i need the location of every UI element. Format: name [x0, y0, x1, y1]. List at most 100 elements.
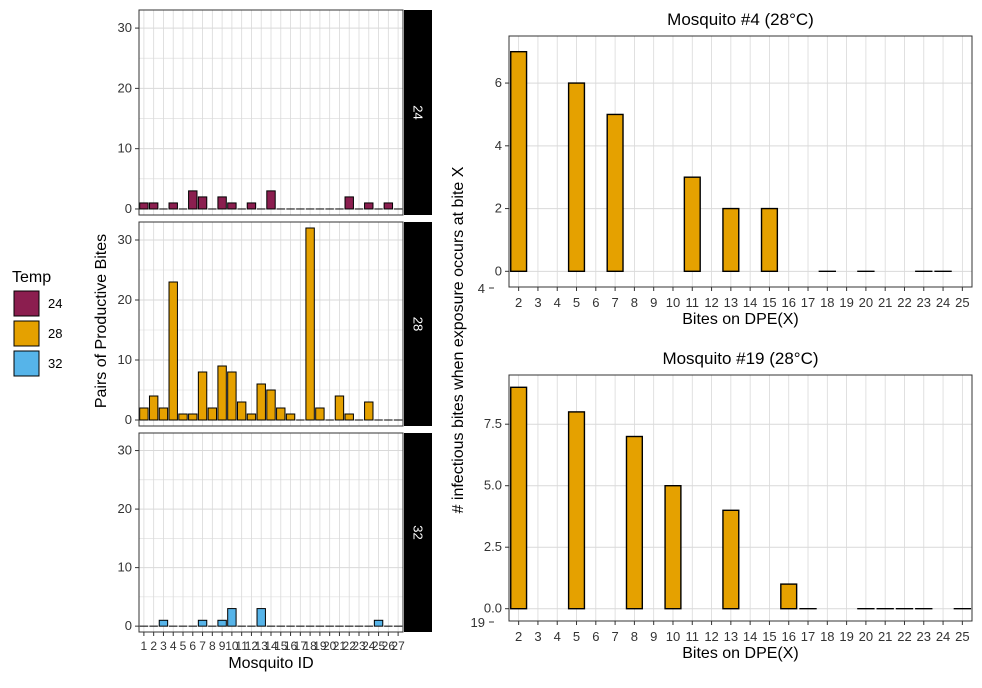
x-tick-label: 22: [343, 639, 357, 653]
legend-label-32: 32: [48, 356, 62, 371]
bar-bite-7: [606, 113, 624, 273]
bar-temp28-id22: [344, 413, 354, 421]
x-tick-label: 8: [631, 295, 638, 310]
y-tick-label: 30: [118, 443, 132, 458]
y-tick-label: 10: [118, 352, 132, 367]
x-tick-label: 15: [762, 295, 776, 310]
legend-label-28: 28: [48, 326, 62, 341]
x-tick-label: 17: [801, 629, 815, 644]
x-tick-label: 22: [897, 295, 911, 310]
legend-title: Temp: [12, 269, 51, 286]
chart-title: Mosquito #4 (28°C): [667, 10, 814, 29]
y-axis-title: Pairs of Productive Bites: [93, 234, 110, 408]
x-tick-label: 3: [534, 629, 541, 644]
y-tick-label: 10: [118, 141, 132, 156]
x-tick-label: 24: [936, 295, 950, 310]
facet-strip: [404, 433, 432, 632]
x-tick-label: 3: [160, 639, 167, 653]
bar-temp28-id13: [256, 383, 266, 421]
bar-bite-10: [664, 485, 682, 610]
x-tick-label: 17: [294, 639, 308, 653]
bar-bite-15: [760, 207, 779, 273]
x-tick-label: 4: [554, 295, 561, 310]
bar-temp28-id18: [305, 227, 315, 421]
x-tick-label: 11: [235, 639, 248, 653]
panel-border: [138, 221, 404, 427]
x-tick-label: 16: [781, 295, 795, 310]
x-tick-label: 21: [878, 629, 892, 644]
bar-temp24-id2: [148, 202, 159, 210]
x-tick-label: 17: [801, 295, 815, 310]
bar-temp32-id25: [373, 619, 384, 627]
x-tick-label: 2: [515, 629, 522, 644]
x-tick-label: 2: [150, 639, 157, 653]
y-tick-label: 20: [118, 80, 132, 95]
legend-label-24: 24: [48, 296, 62, 311]
bar-bite-8: [625, 435, 644, 610]
x-tick-label: 2: [515, 295, 522, 310]
bar-bite-2: [510, 386, 528, 610]
bar-temp28-id5: [178, 413, 188, 421]
x-tick-label: 19: [313, 639, 327, 653]
x-tick-label: 5: [180, 639, 187, 653]
bar-temp28-id11: [236, 401, 247, 421]
x-tick-label: 16: [284, 639, 298, 653]
bar-temp24-id10: [227, 202, 237, 210]
bar-bite-13: [722, 207, 740, 273]
bar-temp24-id26: [383, 202, 394, 210]
facet-strip: [404, 10, 432, 215]
bar-bite-13: [722, 509, 740, 610]
bar-temp28-id15: [276, 407, 286, 421]
x-tick-label: 4: [554, 629, 561, 644]
legend-swatch-28: [13, 320, 40, 347]
x-tick-label: 9: [219, 639, 226, 653]
bar-temp32-id13: [256, 608, 266, 627]
x-tick-label: 23: [917, 295, 931, 310]
bar-temp28-id1: [139, 407, 149, 421]
y-tick-label: 30: [118, 20, 132, 35]
x-tick-label: 11: [686, 295, 700, 310]
bar-temp28-id24: [364, 401, 374, 421]
x-tick-label: 25: [955, 295, 969, 310]
facet-strip-label: 28: [411, 317, 426, 331]
facet-strip-label: 32: [411, 525, 426, 539]
x-tick-label: 24: [362, 639, 376, 653]
y-tick-label: 30: [118, 232, 132, 247]
legend-swatch-24: [13, 290, 40, 317]
bar-temp28-id6: [188, 413, 198, 421]
bar-temp24-id7: [197, 196, 208, 210]
x-tick-label: 25: [955, 629, 969, 644]
y-tick-label: 7.5: [484, 416, 502, 431]
y-tick-label: 0: [495, 263, 502, 278]
x-axis-title: Bites on DPE(X): [682, 311, 798, 328]
bar-temp28-id9: [217, 365, 227, 421]
bar-temp24-id6: [188, 190, 198, 210]
x-tick-label: 3: [534, 295, 541, 310]
y-tick-label: 5.0: [484, 478, 502, 493]
x-tick-label: 11: [686, 629, 700, 644]
chart-title: Mosquito #19 (28°C): [662, 349, 818, 368]
x-tick-label: 5: [573, 629, 580, 644]
x-tick-label: 25: [372, 639, 386, 653]
x-tick-label: 5: [573, 295, 580, 310]
facet-panel-32: 0 10 20 30 32: [118, 432, 432, 633]
x-tick-label: 20: [323, 639, 337, 653]
x-tick-label: 6: [189, 639, 196, 653]
x-tick-label: 18: [303, 639, 317, 653]
x-tick-label: 22: [897, 629, 911, 644]
bar-temp32-id9: [217, 619, 227, 627]
y-tick-label: 6: [495, 75, 502, 90]
bar-temp28-id3: [158, 407, 169, 421]
x-tick-label: 16: [781, 629, 795, 644]
x-tick-label: 7: [199, 639, 206, 653]
y-tick-label: 20: [118, 501, 132, 516]
x-tick-label: 13: [724, 295, 738, 310]
x-tick-label: 14: [264, 639, 278, 653]
x-axis-title: Bites on DPE(X): [682, 645, 798, 662]
bar-temp24-id14: [266, 190, 276, 210]
x-axis-title: Mosquito ID: [228, 655, 313, 672]
bar-bite-2: [510, 50, 528, 273]
x-tick-label: 10: [666, 295, 680, 310]
x-tick-label: 12: [704, 295, 718, 310]
